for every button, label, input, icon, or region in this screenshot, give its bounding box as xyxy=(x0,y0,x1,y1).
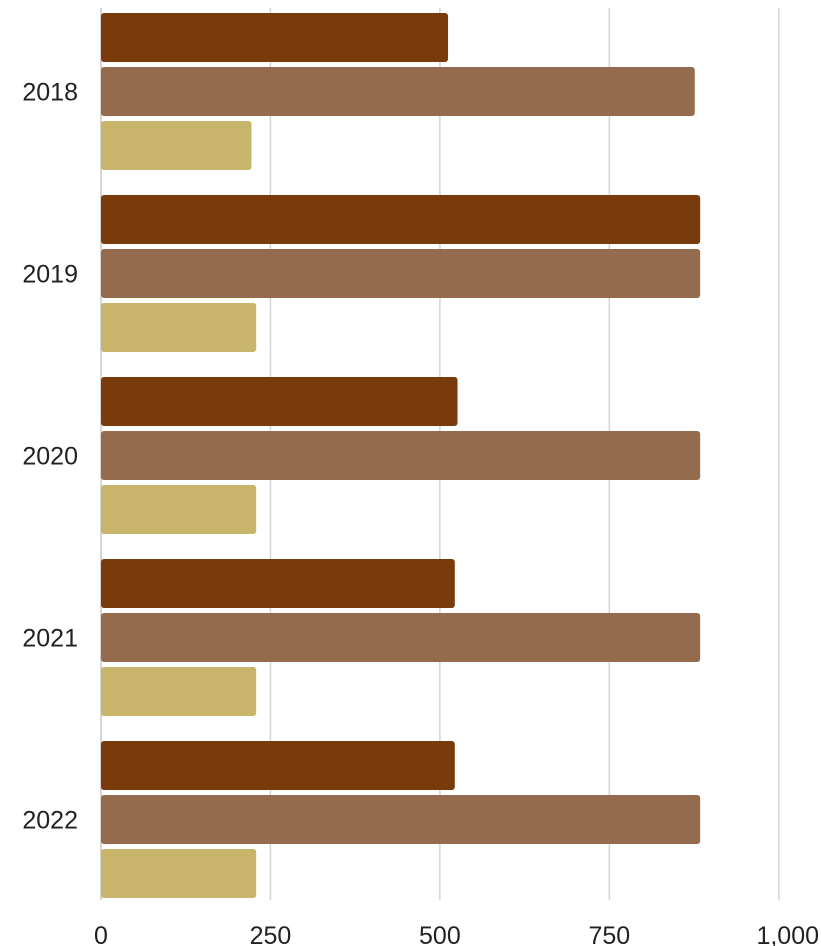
bar-2022-series-3 xyxy=(101,849,257,898)
bar-2022-series-1 xyxy=(101,741,455,790)
bar-2021-series-2 xyxy=(101,613,701,662)
bar-2021-series-1 xyxy=(101,559,455,608)
bar-2019-series-1 xyxy=(101,195,701,244)
bar-2018-series-1 xyxy=(101,13,449,62)
bar-2020-series-2 xyxy=(101,431,701,480)
bar-2020-series-1 xyxy=(101,377,458,426)
bar-2019-series-2 xyxy=(101,249,701,298)
y-tick-label-2019: 2019 xyxy=(22,261,78,289)
bar-2019-series-3 xyxy=(101,303,257,352)
y-tick-label-2021: 2021 xyxy=(22,625,78,653)
bar-2018-series-3 xyxy=(101,121,252,170)
x-tick-label-250: 250 xyxy=(250,922,292,946)
bar-2018-series-2 xyxy=(101,67,695,116)
x-tick-label-750: 750 xyxy=(588,922,630,946)
bar-2022-series-2 xyxy=(101,795,701,844)
bar-2020-series-3 xyxy=(101,485,257,534)
y-tick-label-2022: 2022 xyxy=(22,807,78,835)
x-axis-tick-labels: 0 250 500 750 1,000 xyxy=(94,922,819,946)
y-tick-label-2018: 2018 xyxy=(22,79,78,107)
x-tick-label-0: 0 xyxy=(94,922,108,946)
x-tick-label-1000: 1,000 xyxy=(756,922,819,946)
bars xyxy=(101,13,701,898)
y-tick-label-2020: 2020 xyxy=(22,443,78,471)
y-axis-tick-labels: 2018 2019 2020 2021 2022 xyxy=(22,79,78,835)
x-tick-label-500: 500 xyxy=(419,922,461,946)
bar-2021-series-3 xyxy=(101,667,257,716)
